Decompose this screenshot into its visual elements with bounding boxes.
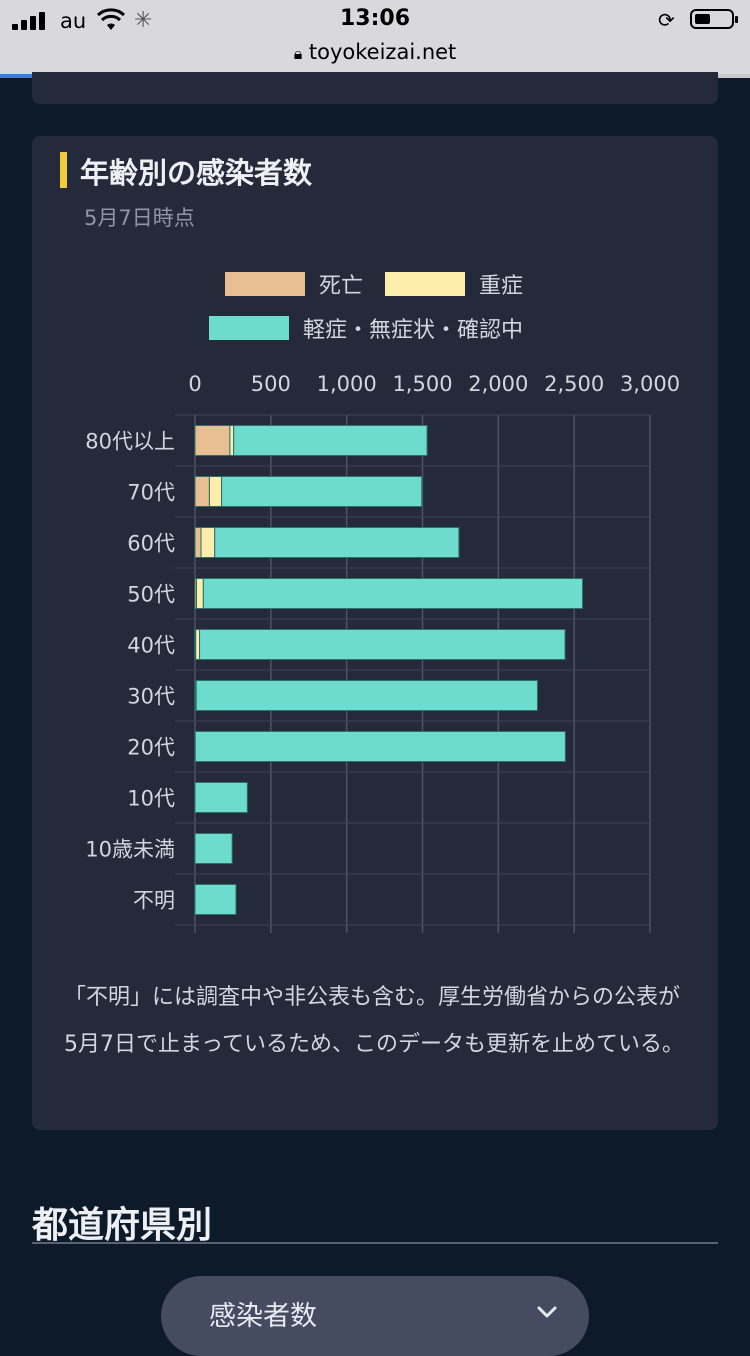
signal-icon: [12, 12, 48, 30]
section-divider: [32, 1242, 718, 1244]
carrier-label: au: [60, 9, 87, 33]
legend-label-death: 死亡: [319, 274, 364, 299]
wifi-icon: [96, 8, 126, 30]
y-tick-label: 10代: [127, 787, 175, 811]
url-text: toyokeizai.net: [308, 40, 457, 64]
legend-death[interactable]: 死亡: [225, 268, 363, 300]
y-tick-label: 60代: [127, 532, 175, 556]
y-tick-label: 80代以上: [85, 430, 175, 454]
bar-segment: [194, 833, 233, 864]
y-tick-label: 20代: [127, 736, 175, 760]
y-tick-label: 10歳未満: [85, 838, 175, 862]
bar-segment: [200, 527, 216, 558]
legend-label-mild: 軽症・無症状・確認中: [303, 318, 524, 343]
status-bar: au ✳ 13:06 ⟳ 🔒︎ toyokeizai.net: [0, 0, 750, 78]
bar-segment: [194, 884, 237, 915]
age-bar-chart: 0 500 1,000 1,500 2,000 2,500 3,000 80代以上 70代 60代…: [85, 372, 680, 933]
address-bar[interactable]: 🔒︎ toyokeizai.net: [0, 40, 750, 64]
bar-segment: [195, 680, 538, 711]
chevron-down-icon: [537, 1306, 557, 1318]
chart-note: 「不明」には調査中や非公表も含む。厚生労働省からの公表が5月7日で止まっているた…: [64, 985, 685, 1057]
orientation-lock-icon: ⟳: [658, 8, 675, 32]
loading-icon: ✳: [134, 8, 153, 33]
legend-mild[interactable]: 軽症・無症状・確認中: [209, 312, 523, 344]
card-title: 年齢別の感染者数: [80, 156, 313, 190]
bar-segment: [199, 629, 566, 660]
bar-segment: [233, 425, 428, 456]
bar-segment: [194, 527, 202, 558]
bar-segment: [229, 425, 235, 456]
bar-segment: [194, 425, 231, 456]
bar-segment: [194, 782, 248, 813]
legend-swatch-death: [225, 272, 305, 296]
y-tick-label: 70代: [127, 481, 175, 505]
y-tick-label: 30代: [127, 685, 175, 709]
lock-icon: 🔒︎: [293, 44, 303, 63]
x-tick-label: 2,500: [544, 372, 604, 396]
bar-segment: [208, 476, 223, 507]
battery-icon: [690, 9, 738, 29]
previous-card-bottom: [32, 72, 718, 104]
x-tick-label: 1,000: [317, 372, 377, 396]
bar-segment: [221, 476, 423, 507]
metric-select[interactable]: 感染者数: [161, 1276, 589, 1356]
x-tick-label: 0: [188, 372, 201, 396]
legend-swatch-mild: [209, 316, 289, 340]
section-title: 都道府県別: [32, 1205, 213, 1246]
x-tick-label: 2,000: [468, 372, 528, 396]
y-tick-label: 50代: [127, 583, 175, 607]
bar-segment: [195, 629, 201, 660]
clock-time: 13:06: [339, 6, 411, 31]
bar-segment: [196, 578, 204, 609]
age-chart-card: 年齢別の感染者数 5月7日時点 死亡 重症 軽症・無症状・確認中 0 500 1,0…: [32, 136, 718, 1130]
y-tick-label: 不明: [133, 889, 175, 913]
y-tick-label: 40代: [127, 634, 175, 658]
card-subtitle: 5月7日時点: [84, 206, 195, 230]
x-tick-label: 3,000: [620, 372, 680, 396]
bar-segment: [202, 578, 584, 609]
legend-label-severe: 重症: [479, 274, 524, 299]
x-tick-label: 1,500: [392, 372, 452, 396]
x-tick-label: 500: [251, 372, 291, 396]
metric-select-label: 感染者数: [209, 1301, 317, 1332]
legend-swatch-severe: [385, 272, 465, 296]
legend-severe[interactable]: 重症: [385, 268, 523, 300]
title-accent-bar: [60, 152, 67, 188]
bar-segment: [214, 527, 460, 558]
bar-segment: [194, 476, 210, 507]
bar-segment: [194, 731, 566, 762]
